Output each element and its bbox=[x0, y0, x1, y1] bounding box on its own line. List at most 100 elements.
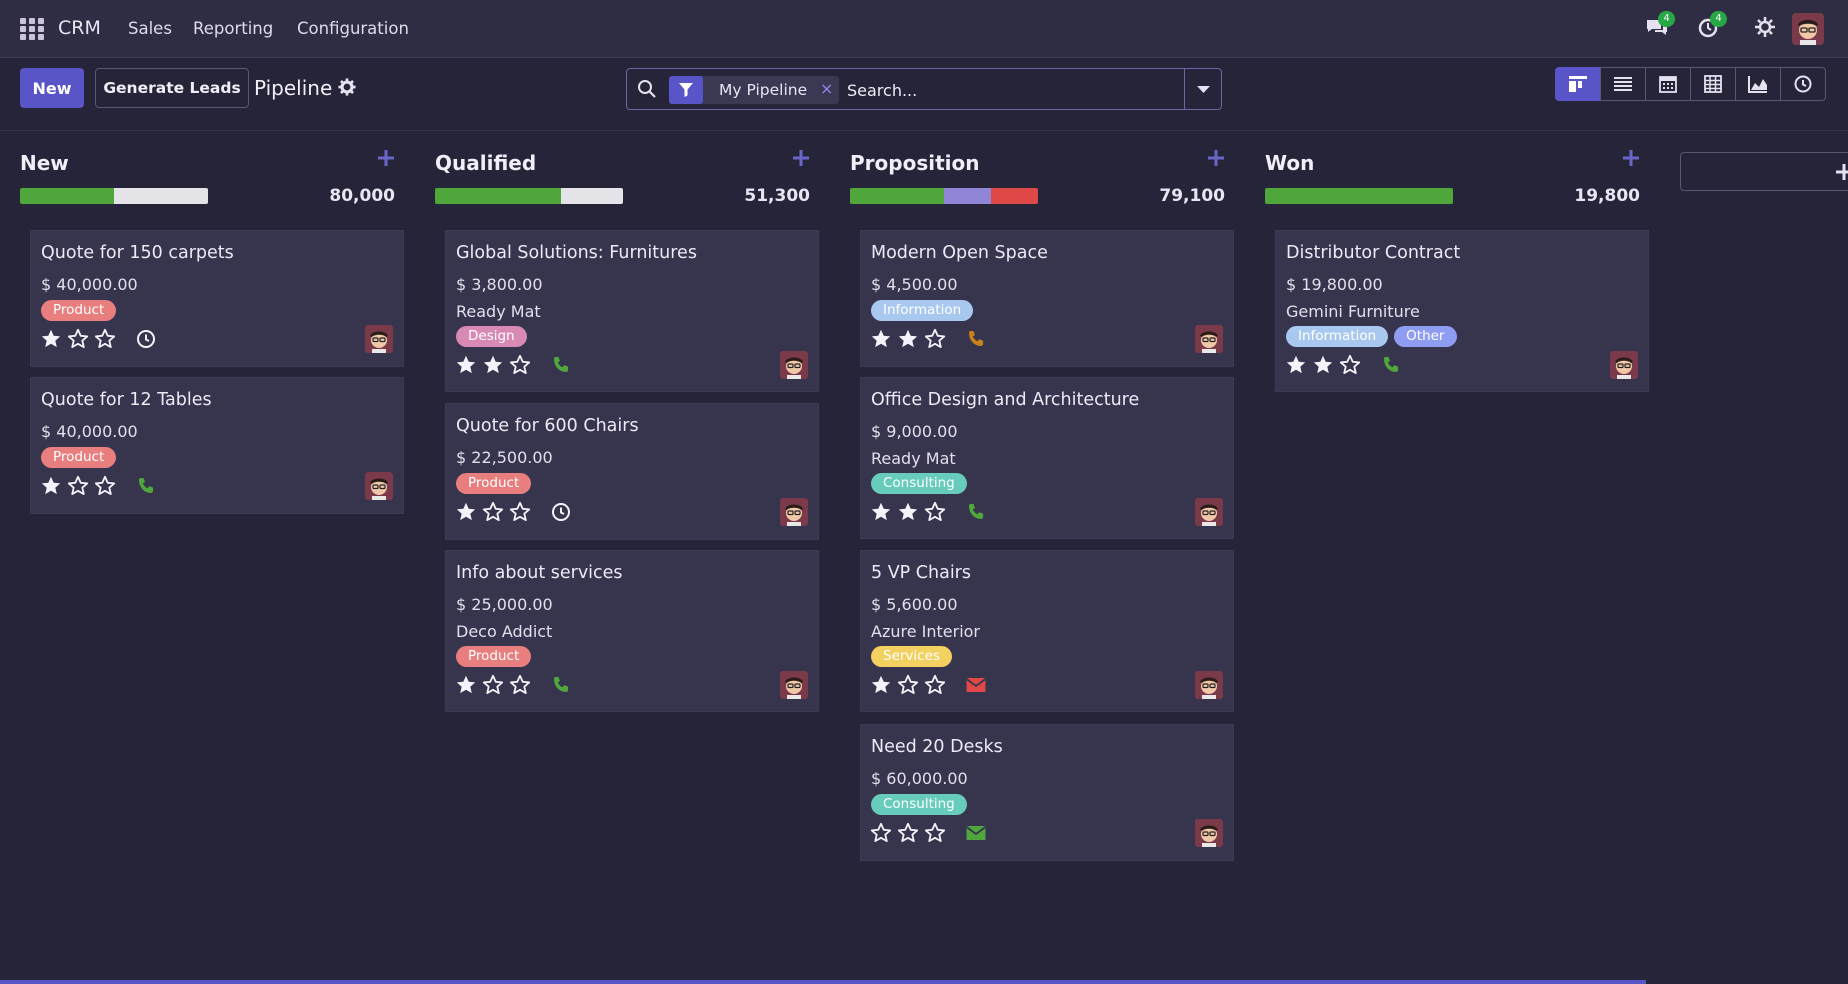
salesperson-avatar[interactable] bbox=[1195, 819, 1223, 847]
priority-star-icon[interactable] bbox=[455, 501, 477, 523]
progress-segment[interactable] bbox=[850, 188, 944, 204]
salesperson-avatar[interactable] bbox=[780, 351, 808, 379]
priority-star-icon[interactable] bbox=[1285, 354, 1307, 376]
priority-star-icon[interactable] bbox=[870, 674, 892, 696]
progress-segment[interactable] bbox=[991, 188, 1038, 204]
opportunity-card[interactable]: 5 VP Chairs $ 5,600.00 Azure Interior Servi… bbox=[860, 550, 1234, 712]
menu-reporting[interactable]: Reporting bbox=[193, 19, 274, 38]
graph-view-button[interactable] bbox=[1735, 67, 1781, 101]
priority-star-icon[interactable] bbox=[924, 674, 946, 696]
add-column-button[interactable] bbox=[1680, 152, 1848, 191]
priority-star-icon[interactable] bbox=[509, 674, 531, 696]
progress-segment[interactable] bbox=[1265, 188, 1453, 204]
pivot-view-button[interactable] bbox=[1690, 67, 1736, 101]
salesperson-avatar[interactable] bbox=[365, 325, 393, 353]
priority-star-icon[interactable] bbox=[482, 674, 504, 696]
priority-star-icon[interactable] bbox=[897, 674, 919, 696]
priority-star-icon[interactable] bbox=[870, 501, 892, 523]
phone-icon[interactable] bbox=[965, 328, 987, 350]
clock-icon[interactable] bbox=[550, 501, 572, 523]
new-button[interactable]: New bbox=[20, 68, 84, 108]
salesperson-avatar[interactable] bbox=[780, 671, 808, 699]
phone-icon[interactable] bbox=[965, 501, 987, 523]
progress-segment[interactable] bbox=[435, 188, 561, 204]
opportunity-card[interactable]: Modern Open Space $ 4,500.00 Information bbox=[860, 230, 1234, 367]
phone-icon[interactable] bbox=[550, 674, 572, 696]
column-progress-bar[interactable] bbox=[850, 188, 1038, 204]
facet-remove-icon[interactable]: × bbox=[820, 79, 834, 98]
opportunity-card[interactable]: Need 20 Desks $ 60,000.00 Consulting bbox=[860, 724, 1234, 861]
progress-segment[interactable] bbox=[20, 188, 114, 204]
menu-configuration[interactable]: Configuration bbox=[297, 19, 409, 38]
opportunity-card[interactable]: Quote for 12 Tables $ 40,000.00 Product bbox=[30, 377, 404, 514]
priority-star-icon[interactable] bbox=[67, 328, 89, 350]
column-add-icon[interactable] bbox=[377, 149, 397, 169]
priority-star-icon[interactable] bbox=[1312, 354, 1334, 376]
activity-view-button[interactable] bbox=[1780, 67, 1826, 101]
opportunity-card[interactable]: Quote for 600 Chairs $ 22,500.00 Product bbox=[445, 403, 819, 540]
phone-icon[interactable] bbox=[135, 475, 157, 497]
opportunity-card[interactable]: Info about services $ 25,000.00 Deco Addic… bbox=[445, 550, 819, 712]
progress-segment[interactable] bbox=[944, 188, 991, 204]
priority-star-icon[interactable] bbox=[897, 328, 919, 350]
activities-icon[interactable]: 4 bbox=[1696, 11, 1727, 42]
column-progress-bar[interactable] bbox=[20, 188, 208, 204]
phone-icon[interactable] bbox=[1380, 354, 1402, 376]
priority-star-icon[interactable] bbox=[482, 354, 504, 376]
messages-icon[interactable]: 4 bbox=[1644, 11, 1675, 42]
progress-segment[interactable] bbox=[560, 188, 623, 204]
search-icon[interactable] bbox=[637, 79, 657, 99]
card-name: Need 20 Desks bbox=[871, 737, 1003, 757]
opportunity-card[interactable]: Office Design and Architecture $ 9,000.00… bbox=[860, 377, 1234, 539]
priority-star-icon[interactable] bbox=[897, 501, 919, 523]
priority-star-icon[interactable] bbox=[1339, 354, 1361, 376]
opportunity-card[interactable]: Distributor Contract $ 19,800.00 Gemini Fu… bbox=[1275, 230, 1649, 392]
list-view-button[interactable] bbox=[1600, 67, 1646, 101]
generate-leads-button[interactable]: Generate Leads bbox=[95, 68, 249, 108]
column-add-icon[interactable] bbox=[792, 149, 812, 169]
priority-star-icon[interactable] bbox=[897, 822, 919, 844]
kanban-view-button[interactable] bbox=[1555, 67, 1601, 101]
priority-star-icon[interactable] bbox=[94, 475, 116, 497]
priority-star-icon[interactable] bbox=[40, 475, 62, 497]
salesperson-avatar[interactable] bbox=[1610, 351, 1638, 379]
salesperson-avatar[interactable] bbox=[1195, 671, 1223, 699]
gear-icon[interactable] bbox=[338, 78, 358, 98]
priority-star-icon[interactable] bbox=[509, 354, 531, 376]
priority-star-icon[interactable] bbox=[482, 501, 504, 523]
priority-star-icon[interactable] bbox=[455, 674, 477, 696]
priority-star-icon[interactable] bbox=[94, 328, 116, 350]
priority-star-icon[interactable] bbox=[67, 475, 89, 497]
search-options-toggle[interactable] bbox=[1184, 69, 1221, 109]
user-avatar[interactable] bbox=[1792, 13, 1824, 45]
priority-star-icon[interactable] bbox=[924, 822, 946, 844]
column-add-icon[interactable] bbox=[1622, 149, 1642, 169]
app-brand[interactable]: CRM bbox=[58, 17, 101, 39]
opportunity-card[interactable]: Quote for 150 carpets $ 40,000.00 Product bbox=[30, 230, 404, 367]
debug-icon[interactable] bbox=[1752, 14, 1780, 42]
opportunity-card[interactable]: Global Solutions: Furnitures $ 3,800.00 Re… bbox=[445, 230, 819, 392]
email-icon[interactable] bbox=[965, 674, 987, 696]
salesperson-avatar[interactable] bbox=[780, 498, 808, 526]
column-progress-bar[interactable] bbox=[1265, 188, 1453, 204]
search-input[interactable] bbox=[847, 76, 1107, 104]
column-add-icon[interactable] bbox=[1207, 149, 1227, 169]
menu-sales[interactable]: Sales bbox=[128, 19, 172, 38]
salesperson-avatar[interactable] bbox=[1195, 325, 1223, 353]
priority-star-icon[interactable] bbox=[455, 354, 477, 376]
salesperson-avatar[interactable] bbox=[1195, 498, 1223, 526]
priority-star-icon[interactable] bbox=[870, 822, 892, 844]
salesperson-avatar[interactable] bbox=[365, 472, 393, 500]
progress-segment[interactable] bbox=[114, 188, 208, 204]
calendar-view-button[interactable] bbox=[1645, 67, 1691, 101]
clock-icon[interactable] bbox=[135, 328, 157, 350]
priority-star-icon[interactable] bbox=[870, 328, 892, 350]
priority-star-icon[interactable] bbox=[509, 501, 531, 523]
phone-icon[interactable] bbox=[550, 354, 572, 376]
priority-star-icon[interactable] bbox=[40, 328, 62, 350]
email-icon[interactable] bbox=[965, 822, 987, 844]
priority-star-icon[interactable] bbox=[924, 328, 946, 350]
app-menu-icon[interactable] bbox=[20, 18, 44, 40]
column-progress-bar[interactable] bbox=[435, 188, 623, 204]
priority-star-icon[interactable] bbox=[924, 501, 946, 523]
